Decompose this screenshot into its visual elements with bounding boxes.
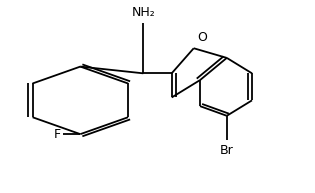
Text: O: O — [198, 31, 207, 44]
Text: NH₂: NH₂ — [131, 6, 155, 19]
Text: Br: Br — [220, 144, 234, 157]
Text: F: F — [53, 128, 60, 141]
